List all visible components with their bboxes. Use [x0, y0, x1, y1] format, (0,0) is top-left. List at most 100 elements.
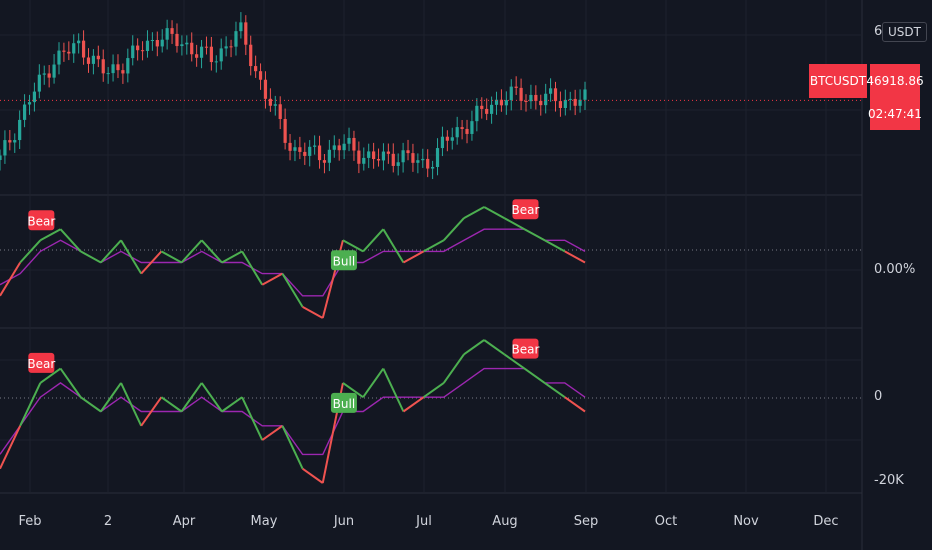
candle-body: [86, 57, 91, 64]
candle-body: [204, 46, 209, 48]
candle-body: [62, 50, 66, 52]
candle-body: [249, 44, 253, 67]
pane3-osc-segment: [402, 396, 425, 413]
candle-body: [504, 100, 508, 106]
candle-body: [544, 93, 548, 106]
pane3-osc-segment: [483, 339, 505, 356]
time-axis-label: Apr: [172, 514, 196, 529]
currency-unit-button[interactable]: USDT: [882, 22, 927, 42]
candle-body: [558, 101, 563, 108]
candle-body: [494, 99, 499, 105]
pane2-osc-segment: [302, 306, 324, 319]
candle-body: [283, 118, 287, 143]
pane3-osc-segment: [463, 339, 485, 356]
time-axis-label: Sep: [573, 514, 599, 529]
candle-body: [263, 79, 268, 99]
pane2-signal-badge: [28, 210, 55, 231]
pane3-osc-segment: [19, 382, 42, 427]
pane2-osc-segment: [281, 273, 304, 308]
candle-body: [165, 28, 169, 40]
candle-body: [77, 40, 81, 44]
pane2-osc-segment: [362, 228, 385, 253]
pane3-osc-segment: [221, 396, 243, 413]
candle-body: [489, 104, 494, 114]
pane3-osc-segment: [423, 382, 445, 399]
candle-body: [298, 147, 302, 152]
candle-body: [480, 105, 484, 109]
candle-body: [214, 61, 218, 63]
candle-body: [553, 88, 558, 102]
candle-body: [352, 137, 356, 151]
pane3-osc-segment: [564, 396, 586, 413]
candle-body: [421, 158, 425, 161]
candle-body: [317, 145, 322, 161]
candle-body: [376, 159, 381, 161]
candle-body: [342, 143, 346, 151]
pane2-osc-segment: [160, 250, 183, 264]
pane2-osc-segment: [463, 206, 485, 219]
pane2-osc-segment: [524, 228, 546, 242]
pane3-osc-segment: [523, 367, 546, 384]
candle-body: [106, 73, 110, 75]
pane2-osc-segment: [120, 239, 143, 275]
candle-body: [140, 50, 145, 52]
pane3-signal-label: Bear: [512, 343, 540, 357]
candle-body: [155, 40, 159, 47]
candle-body: [32, 91, 37, 103]
pane3-osc-segment: [200, 382, 223, 413]
candle-body: [0, 155, 2, 160]
candle-body: [332, 145, 336, 150]
candle-body: [254, 66, 258, 72]
candle-body: [199, 46, 204, 58]
pane2-osc-segment: [382, 228, 405, 264]
time-axis-label: Dec: [813, 514, 839, 529]
pane2-osc-segment: [544, 239, 566, 253]
candle-body: [209, 46, 213, 63]
candle-body: [258, 71, 263, 80]
pane3-signal-badge: [28, 352, 55, 373]
candle-body: [450, 137, 454, 141]
candle-body: [519, 87, 523, 101]
pane2-signal-label: Bull: [333, 254, 356, 268]
candle-body: [534, 94, 538, 101]
candle-body: [37, 74, 41, 92]
candle-body: [180, 44, 184, 47]
pane2-osc-segment: [19, 239, 42, 264]
pane2-osc-segment: [140, 250, 163, 275]
pane3-osc-segment: [0, 425, 22, 470]
candle-body: [27, 102, 32, 105]
candle-body: [509, 86, 513, 101]
candle-body: [268, 98, 272, 106]
pane2-osc-segment: [100, 239, 122, 264]
candle-body: [391, 153, 395, 166]
candle-body: [3, 140, 7, 156]
candle-body: [145, 40, 150, 51]
candle-body: [563, 99, 567, 108]
candle-body: [431, 167, 435, 169]
candle-body: [416, 160, 420, 163]
candle-body: [239, 22, 243, 32]
pane2-osc-segment: [483, 206, 505, 219]
candle-body: [111, 64, 115, 74]
candle-body: [136, 45, 140, 51]
candle-body: [440, 136, 445, 149]
candle-body: [455, 127, 459, 138]
candle-body: [18, 119, 22, 141]
pane3-osc-segment: [544, 382, 566, 399]
candle-body: [362, 157, 366, 164]
pane3-osc-segment: [180, 382, 203, 413]
candle-body: [327, 149, 331, 163]
pane3-osc-segment: [59, 368, 82, 398]
candle-body: [499, 99, 504, 106]
candle-body: [406, 150, 410, 154]
candle-body: [401, 150, 405, 163]
candle-body: [57, 50, 61, 65]
pane3-osc-segment: [120, 382, 143, 427]
candle-body: [303, 151, 307, 156]
pane3-osc-segment: [39, 367, 62, 384]
pane2-osc-segment: [80, 250, 102, 264]
time-axis-label: 2: [103, 514, 113, 529]
pane3-osc-segment: [100, 382, 122, 413]
